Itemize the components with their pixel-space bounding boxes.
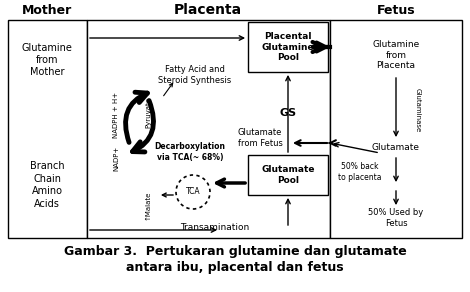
Text: Glutamate
from Fetus: Glutamate from Fetus [237, 128, 282, 148]
Text: 50% Used by
Fetus: 50% Used by Fetus [368, 208, 423, 228]
Text: antara ibu, placental dan fetus: antara ibu, placental dan fetus [126, 260, 344, 274]
Text: NADP+: NADP+ [113, 145, 119, 171]
Text: Placenta: Placenta [174, 3, 242, 17]
Bar [248, 155, 328, 195]
Text: NADPH + H+: NADPH + H+ [113, 92, 119, 138]
Text: Gambar 3.  Pertukaran glutamine dan glutamate: Gambar 3. Pertukaran glutamine dan gluta… [63, 246, 407, 258]
Text: Transamination: Transamination [180, 223, 250, 232]
Text: TCA: TCA [186, 187, 200, 197]
Text: Glutamine
from
Placenta: Glutamine from Placenta [372, 40, 420, 70]
Text: ↑Malate: ↑Malate [145, 190, 151, 220]
Text: Fatty Acid and
Steroid Synthesis: Fatty Acid and Steroid Synthesis [158, 65, 232, 85]
FancyBboxPatch shape [8, 20, 87, 238]
FancyBboxPatch shape [330, 20, 462, 238]
Text: Fetus: Fetus [376, 4, 415, 17]
FancyBboxPatch shape [87, 20, 330, 238]
Text: Glutamate: Glutamate [372, 143, 420, 152]
Bar [248, 22, 328, 72]
Text: Glutamine
from
Mother: Glutamine from Mother [22, 43, 72, 77]
Text: Pyruvate: Pyruvate [145, 96, 151, 128]
Text: Decarboxylation
via TCA(~ 68%): Decarboxylation via TCA(~ 68%) [155, 142, 226, 162]
Text: 50% back
to placenta: 50% back to placenta [338, 162, 382, 182]
Text: Branch
Chain
Amino
Acids: Branch Chain Amino Acids [30, 161, 64, 208]
Text: Placental
Glutamine
Pool: Placental Glutamine Pool [262, 32, 314, 62]
Text: GS: GS [280, 108, 297, 118]
Text: Mother: Mother [22, 4, 72, 17]
Text: Glutamate
Pool: Glutamate Pool [261, 165, 315, 185]
Text: Glutaminase: Glutaminase [415, 88, 421, 132]
